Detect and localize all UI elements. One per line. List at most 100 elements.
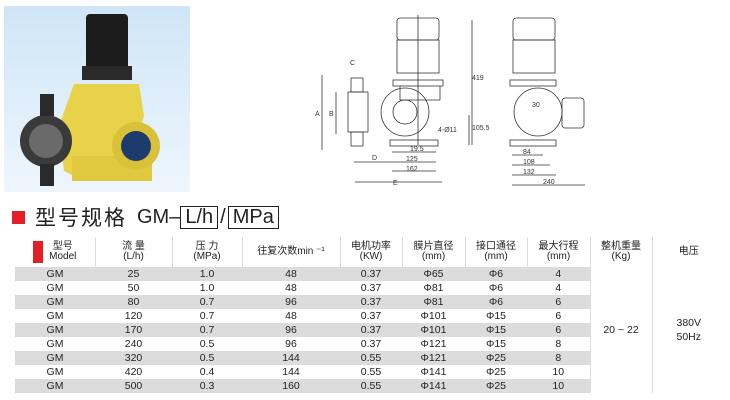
header-line1: 电机功率 — [351, 241, 391, 252]
table-cell: 6 — [555, 310, 562, 322]
table-cell: 0.5 — [199, 338, 215, 350]
table-row: GM 500 0.3 160 0.55 Φ141 Φ25 10 — [15, 379, 725, 393]
table-row: GM 420 0.4 144 0.55 Φ141 Φ25 10 — [15, 365, 725, 379]
table-cell: 6 — [527, 295, 590, 309]
table-row: GM 25 1.0 48 0.37 Φ65 Φ6 4 20 ~ 22 380V 50Hz — [15, 267, 725, 393]
table-cell: GM — [15, 379, 95, 393]
header-text: 膜片直径 (mm) — [414, 242, 454, 262]
header-text: 整机重量 (Kg) — [601, 242, 641, 262]
dim-19-5: 19.5 — [410, 146, 424, 153]
table-cell: Φ15 — [485, 338, 507, 350]
table-cell: 0.7 — [172, 295, 242, 309]
header-line2: (mm) — [546, 251, 571, 262]
header-line1: 型号 — [52, 241, 73, 252]
table-cell: GM — [46, 338, 64, 350]
table-cell: Φ101 — [420, 310, 447, 322]
column-header: 接口通径 (mm) — [465, 237, 528, 267]
section-title: 型号规格 GM– L/h / MPa — [12, 204, 279, 230]
dim-e: E — [393, 180, 398, 187]
title-unit-flow: L/h — [180, 205, 219, 229]
table-cell: 500 — [95, 379, 172, 393]
column-header: 压 力 (MPa) — [172, 237, 243, 267]
table-cell: 0.55 — [340, 379, 402, 393]
red-bar-marker — [33, 241, 44, 263]
table-cell: 0.55 — [340, 351, 402, 365]
table-cell: Φ81 — [423, 282, 444, 294]
dimension-drawing: C A B D E 419 105.5 4-Ø11 19.5 125 162 3… — [315, 15, 585, 187]
table-cell: 144 — [242, 351, 340, 365]
table-cell: 420 — [124, 366, 143, 378]
table-cell: 48 — [285, 310, 297, 322]
header-line2: (mm) — [484, 251, 508, 262]
column-header: 型号 Model — [15, 237, 96, 267]
table-cell: 48 — [285, 282, 297, 294]
table-cell: 0.7 — [172, 323, 242, 337]
table-cell: 8 — [555, 338, 562, 350]
dim-d: D — [372, 155, 377, 162]
table-cell: Φ81 — [402, 295, 465, 309]
table-cell: 0.37 — [340, 323, 402, 337]
table-cell: 8 — [527, 351, 590, 365]
dim-105: 105.5 — [472, 125, 490, 132]
header-text: 往复次数min ⁻¹ — [257, 246, 325, 257]
table-cell: Φ15 — [465, 323, 527, 337]
header-line2: (KW) — [359, 251, 383, 262]
table-cell: 0.3 — [172, 379, 242, 393]
table-cell: 0.37 — [360, 282, 382, 294]
dim-holes: 4-Ø11 — [438, 127, 457, 134]
red-square-bullet — [12, 210, 25, 224]
title-unit-pressure: MPa — [227, 205, 279, 229]
table-cell: 10 — [552, 366, 565, 378]
table-cell: GM — [15, 323, 95, 337]
table-cell: GM — [15, 351, 95, 365]
table-cell: 144 — [282, 366, 300, 378]
title-sep: / — [220, 205, 226, 228]
table-row: GM 80 0.7 96 0.37 Φ81 Φ6 6 — [15, 295, 725, 309]
title-cn: 型号规格 — [35, 207, 127, 230]
dim-84: 84 — [523, 149, 531, 156]
header-line1: 最大行程 — [538, 241, 579, 252]
header-text: 压 力 (MPa) — [193, 242, 220, 262]
dim-419: 419 — [472, 75, 484, 82]
column-header: 电机功率 (KW) — [340, 237, 403, 267]
column-header: 流 量 (L/h) — [95, 237, 173, 267]
header-text: 电压 — [678, 245, 699, 257]
header-line2: Model — [49, 251, 77, 262]
spec-table: 型号 Model 流 量 (L/h) 压 力 (MPa) 往复次数min ⁻¹ 电机功率 (KW… — [15, 237, 725, 393]
table-cell: 96 — [242, 323, 340, 337]
table-cell: Φ101 — [402, 323, 465, 337]
table-cell: 6 — [527, 323, 590, 337]
table-cell: 1.0 — [199, 282, 215, 294]
table-cell: 0.4 — [199, 366, 215, 378]
table-cell: Φ25 — [465, 351, 527, 365]
header-line1: 膜片直径 — [413, 241, 454, 252]
table-cell: Φ6 — [465, 267, 527, 281]
table-cell: GM — [46, 310, 64, 322]
column-header: 往复次数min ⁻¹ — [242, 237, 341, 267]
header-line1: 电压 — [678, 245, 699, 257]
dim-162: 162 — [406, 166, 418, 173]
table-cell: 0.37 — [360, 310, 382, 322]
voltage-cell: 380V 50Hz — [651, 267, 725, 393]
table-cell: 96 — [242, 295, 340, 309]
table-cell: 48 — [242, 267, 340, 281]
header-text: 流 量 (L/h) — [122, 242, 145, 262]
table-cell: 0.55 — [360, 366, 382, 378]
table-cell: 0.7 — [199, 310, 215, 322]
column-header: 膜片直径 (mm) — [402, 237, 466, 267]
table-cell: Φ15 — [485, 310, 507, 322]
dim-b: B — [329, 111, 334, 118]
header-line1: 接口通径 — [476, 241, 516, 252]
table-cell: 0.37 — [340, 295, 402, 309]
table-cell: 0.37 — [340, 267, 402, 281]
column-header: 最大行程 (mm) — [527, 237, 591, 267]
table-cell: 1.0 — [172, 267, 242, 281]
header-line2: (Kg) — [611, 251, 631, 262]
frequency-value: 50Hz — [676, 331, 701, 343]
column-header: 整机重量 (Kg) — [590, 237, 653, 267]
table-header: 型号 Model 流 量 (L/h) 压 力 (MPa) 往复次数min ⁻¹ 电机功率 (KW… — [15, 237, 725, 267]
table-cell: GM — [15, 295, 95, 309]
table-cell: 120 — [124, 310, 143, 322]
dim-c: C — [350, 60, 355, 67]
